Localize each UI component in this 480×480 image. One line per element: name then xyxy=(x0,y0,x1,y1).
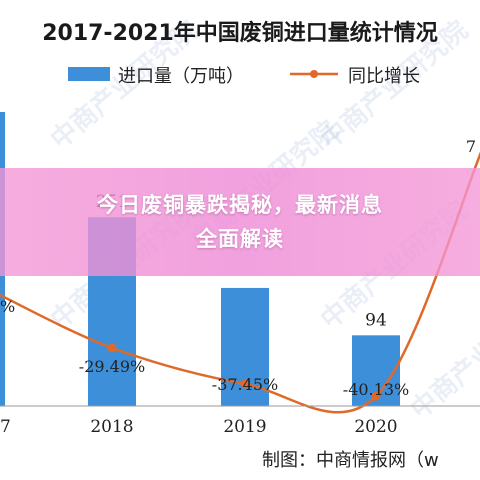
growth-point-2019 xyxy=(240,379,250,389)
growth-label-2018: -29.49% xyxy=(79,357,145,376)
x-tick-2018: 2018 xyxy=(90,417,133,437)
legend-bar-swatch xyxy=(68,67,110,81)
growth-label-2020: -40.13% xyxy=(343,380,409,399)
headline-line-1: 今日废铜暴跌揭秘，最新消息 xyxy=(97,193,383,217)
legend-bar-label: 进口量（万吨） xyxy=(118,66,244,87)
watermark-text-5: 中商产业研究院 xyxy=(405,285,480,426)
x-tick-2019: 2019 xyxy=(223,417,266,437)
legend-line-marker xyxy=(310,70,318,78)
growth-point-2018 xyxy=(107,343,117,353)
legend: 进口量（万吨） 同比增长 xyxy=(68,66,420,87)
source-note: 制图：中商情报网（w xyxy=(262,450,439,471)
legend-line-label: 同比增长 xyxy=(348,66,420,87)
x-axis-ticks: 7 2018 2019 2020 xyxy=(0,417,398,437)
line-series xyxy=(0,151,480,414)
headline-banner[interactable]: 今日废铜暴跌揭秘，最新消息 全面解读 xyxy=(0,168,480,276)
x-tick-2017: 7 xyxy=(0,417,11,437)
x-tick-2020: 2020 xyxy=(354,417,397,437)
growth-label-2021: 7 xyxy=(466,137,476,156)
growth-line xyxy=(0,151,480,414)
growth-label-2017: % xyxy=(0,297,15,316)
chart-title: 2017-2021年中国废铜进口量统计情况 xyxy=(42,20,438,46)
bar-label-2020: 94 xyxy=(365,310,387,330)
headline-line-2: 全面解读 xyxy=(196,227,284,251)
growth-point-2020 xyxy=(371,391,381,401)
growth-label-2019: -37.45% xyxy=(212,375,278,394)
